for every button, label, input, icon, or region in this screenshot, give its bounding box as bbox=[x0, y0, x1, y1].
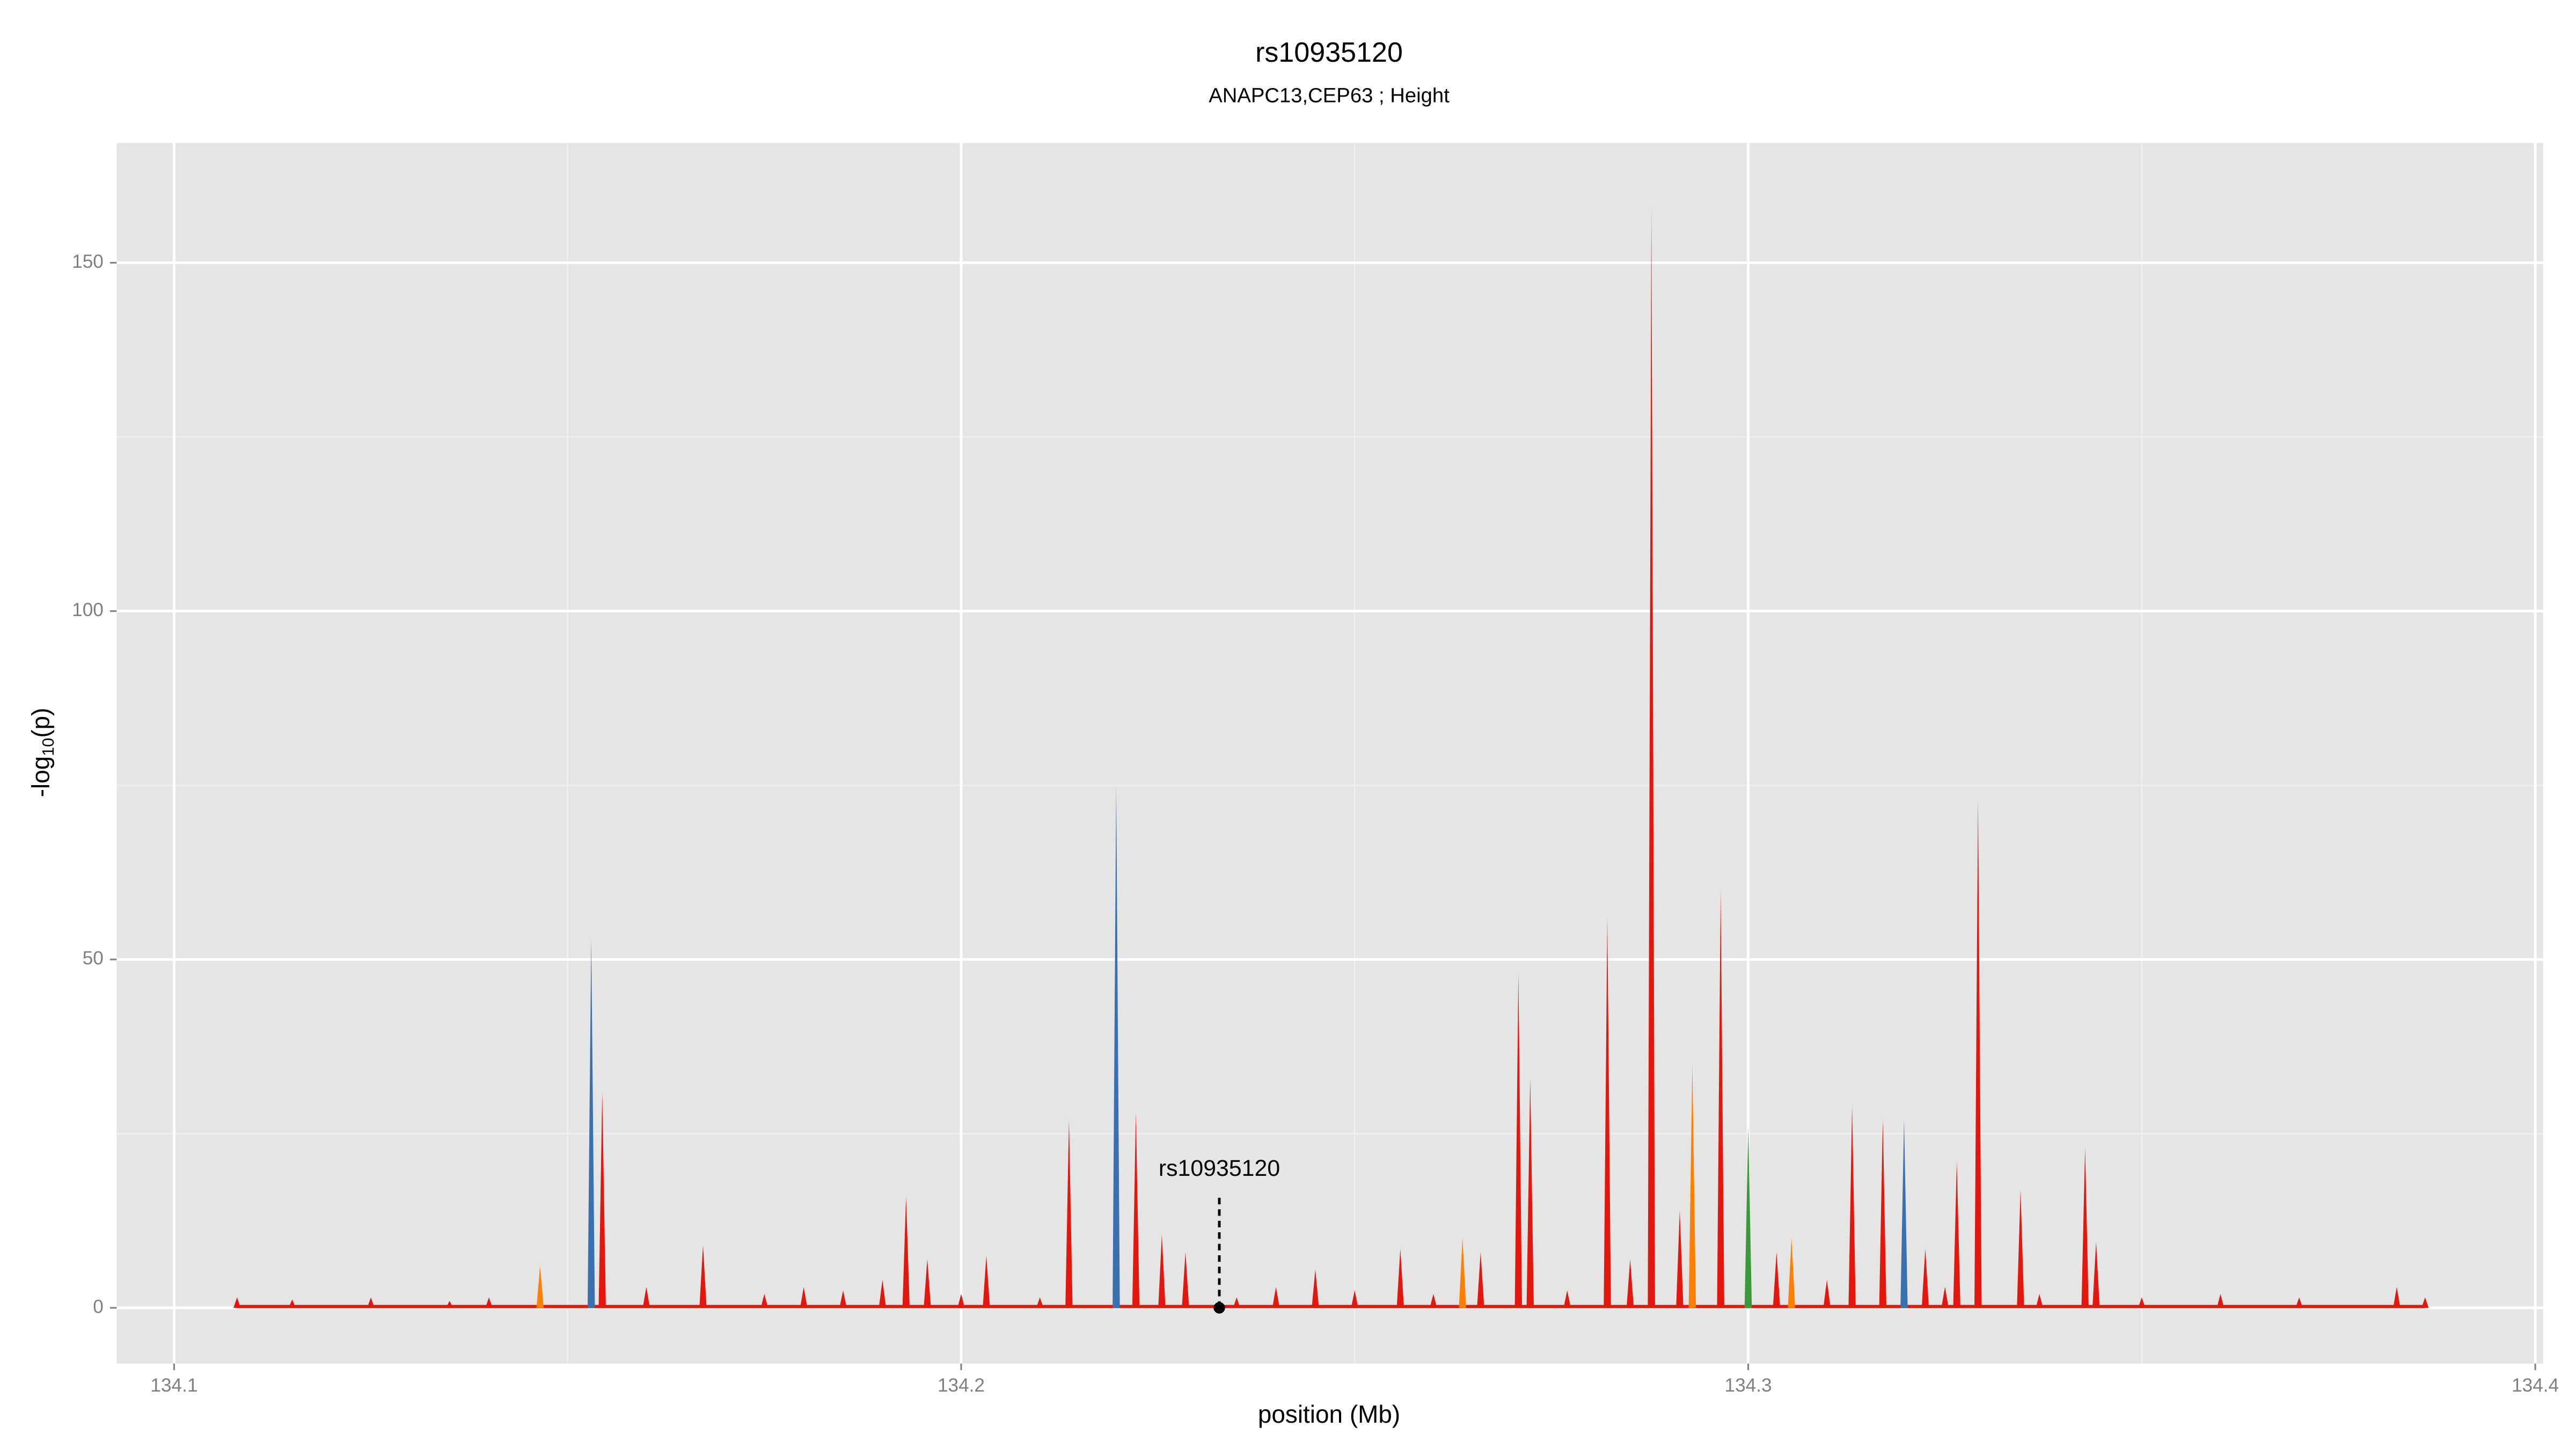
x-tick-label: 134.2 bbox=[938, 1375, 985, 1396]
spike bbox=[2421, 1297, 2429, 1308]
spike bbox=[1132, 1113, 1140, 1308]
spike bbox=[587, 938, 595, 1308]
spike bbox=[367, 1297, 375, 1308]
spike bbox=[924, 1259, 931, 1308]
spike bbox=[1182, 1252, 1189, 1308]
y-axis-label: -log10(p) bbox=[27, 708, 57, 797]
spike bbox=[2092, 1241, 2100, 1308]
spike bbox=[2393, 1287, 2401, 1308]
x-tick-label: 134.1 bbox=[150, 1375, 197, 1396]
spike bbox=[879, 1280, 887, 1308]
spike bbox=[1974, 799, 1982, 1308]
spike bbox=[1717, 890, 1724, 1308]
spike bbox=[1312, 1269, 1319, 1308]
x-tick-label: 134.3 bbox=[1725, 1375, 1772, 1396]
y-label-end: (p) bbox=[27, 708, 55, 738]
spike bbox=[1879, 1119, 1887, 1308]
spike bbox=[1823, 1280, 1831, 1308]
spike bbox=[1900, 1119, 1908, 1308]
spike bbox=[1526, 1078, 1534, 1308]
spike bbox=[2295, 1297, 2303, 1308]
y-label-sub: 10 bbox=[39, 738, 57, 756]
spike bbox=[1158, 1234, 1166, 1308]
spike bbox=[957, 1293, 965, 1308]
spike bbox=[1604, 917, 1611, 1308]
spike bbox=[1941, 1287, 1949, 1308]
chart-subtitle: ANAPC13,CEP63 ; Height bbox=[1209, 84, 1450, 107]
spike bbox=[800, 1287, 808, 1308]
spike bbox=[485, 1297, 493, 1308]
spike bbox=[2017, 1189, 2024, 1308]
spike bbox=[1648, 207, 1655, 1308]
spike bbox=[1626, 1259, 1634, 1308]
spike bbox=[1065, 1119, 1073, 1308]
spike bbox=[2216, 1293, 2224, 1308]
x-tick-label: 134.4 bbox=[2512, 1375, 2559, 1396]
spike bbox=[839, 1290, 847, 1308]
spike bbox=[1477, 1252, 1484, 1308]
spike bbox=[536, 1266, 544, 1308]
y-tick-label: 100 bbox=[72, 599, 104, 620]
spike bbox=[1036, 1297, 1044, 1308]
plot-area: 134.1 134.2 134.3 134.4 0 50 100 150 rs10935120 bbox=[72, 143, 2559, 1396]
spike bbox=[1272, 1287, 1280, 1308]
y-tick-label: 150 bbox=[72, 251, 104, 272]
spike bbox=[1514, 973, 1523, 1308]
spike bbox=[1396, 1248, 1404, 1308]
spike bbox=[1773, 1252, 1781, 1308]
spike bbox=[1113, 785, 1120, 1308]
spike bbox=[1848, 1106, 1856, 1308]
spike bbox=[699, 1245, 707, 1308]
spike bbox=[760, 1293, 769, 1308]
spike bbox=[2081, 1147, 2089, 1308]
spike bbox=[2036, 1293, 2043, 1308]
spike bbox=[1430, 1293, 1437, 1308]
annotation-point bbox=[1213, 1302, 1225, 1314]
spike bbox=[1676, 1210, 1684, 1308]
annotation-label: rs10935120 bbox=[1159, 1155, 1280, 1181]
spike bbox=[1744, 1126, 1752, 1308]
panel-background bbox=[116, 143, 2543, 1364]
spike bbox=[2138, 1297, 2146, 1308]
spike bbox=[598, 1092, 606, 1308]
spike bbox=[1688, 1064, 1696, 1308]
spike bbox=[233, 1297, 241, 1308]
spike bbox=[1788, 1238, 1795, 1308]
y-tick-label: 0 bbox=[93, 1296, 104, 1317]
y-label-main: -log bbox=[27, 756, 55, 797]
spike bbox=[1233, 1297, 1241, 1308]
spike bbox=[902, 1196, 910, 1308]
spike bbox=[1921, 1248, 1929, 1308]
chart-title: rs10935120 bbox=[1255, 37, 1403, 68]
x-axis-label: position (Mb) bbox=[1258, 1400, 1400, 1428]
spike bbox=[642, 1287, 650, 1308]
spike bbox=[445, 1300, 453, 1308]
spike bbox=[1563, 1290, 1571, 1308]
spike bbox=[1351, 1290, 1358, 1308]
spike bbox=[1459, 1238, 1466, 1308]
spike bbox=[983, 1255, 990, 1308]
spike bbox=[1953, 1161, 1960, 1308]
spike bbox=[288, 1299, 296, 1308]
y-tick-label: 50 bbox=[83, 948, 104, 969]
